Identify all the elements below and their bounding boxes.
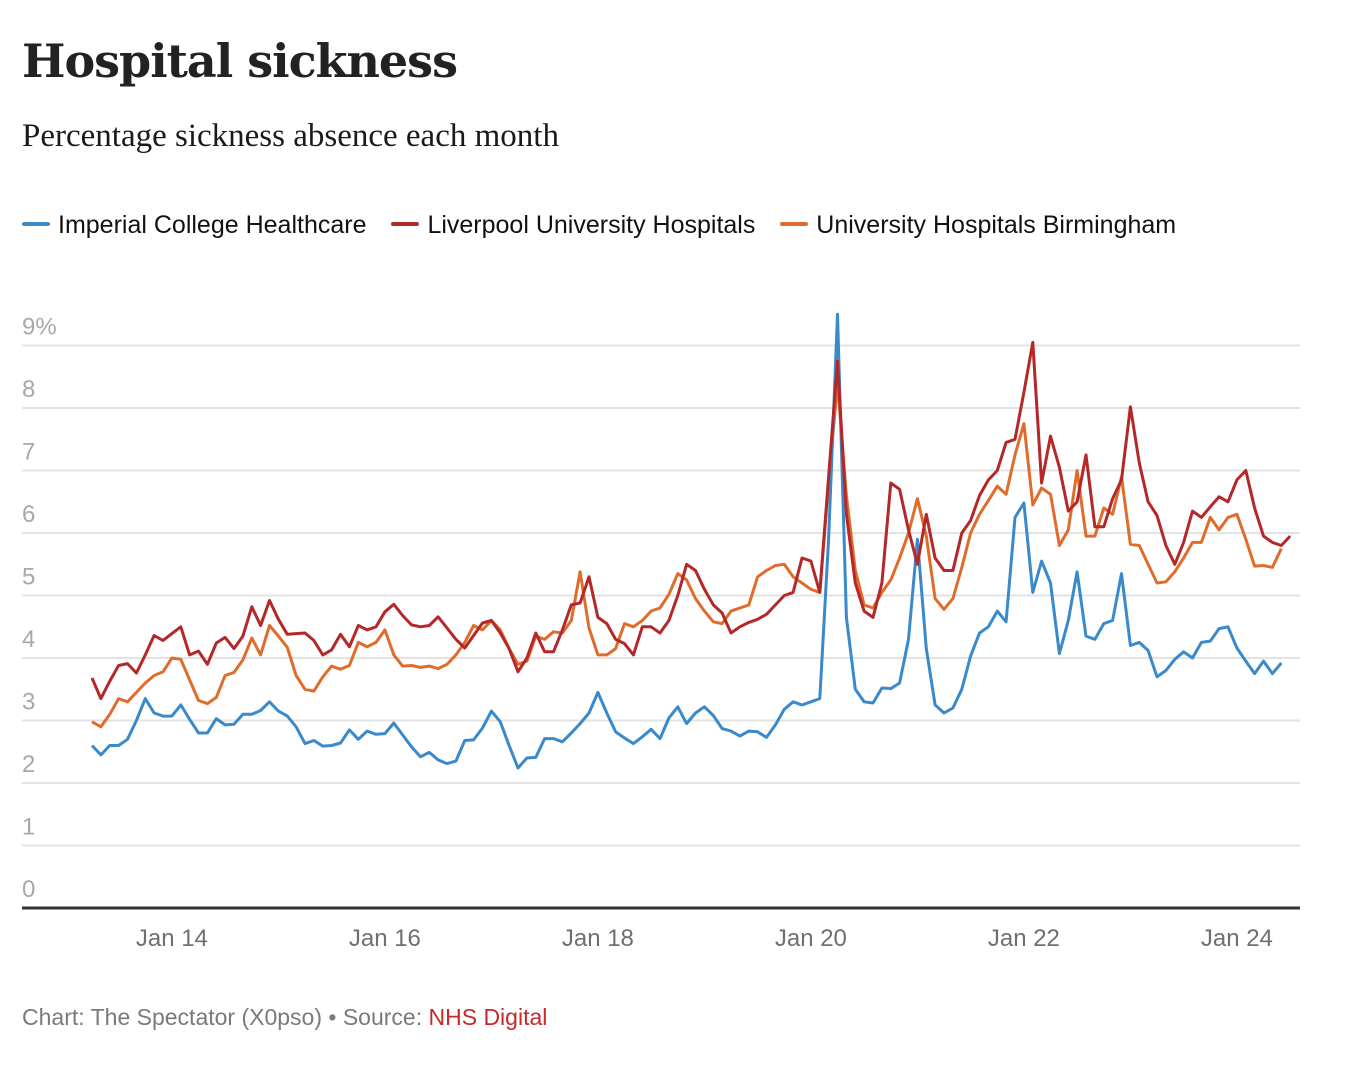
series-line-university-hospitals-birmingham — [91, 381, 1283, 729]
series-line-imperial-college-healthcare — [90, 312, 1283, 770]
legend: Imperial College Healthcare Liverpool Un… — [22, 204, 1222, 247]
y-axis: 0 1 2 3 4 5 6 7 8 9% — [22, 314, 57, 904]
legend-swatch-birmingham — [780, 222, 809, 227]
x-axis: Jan 14 Jan 16 Jan 18 Jan 20 Jan 22 Jan 24 — [136, 925, 1273, 952]
source-link[interactable]: NHS Digital — [428, 1004, 548, 1030]
y-tick-label: 1 — [22, 814, 35, 841]
x-tick-label: Jan 24 — [1201, 925, 1273, 952]
legend-item-imperial: Imperial College Healthcare — [22, 211, 366, 239]
gridlines — [22, 344, 1300, 910]
legend-swatch-liverpool — [391, 222, 420, 227]
y-tick-label: 6 — [22, 501, 35, 528]
chart-subtitle: Percentage sickness absence each month — [22, 118, 559, 154]
x-tick-label: Jan 22 — [988, 925, 1060, 952]
x-tick-label: Jan 18 — [562, 925, 634, 952]
series-lines — [90, 312, 1292, 770]
chart-title: Hospital sickness — [22, 34, 458, 88]
y-tick-label: 7 — [22, 439, 35, 466]
legend-item-liverpool: Liverpool University Hospitals — [391, 211, 755, 239]
chart-credit: Chart: The Spectator (X0pso) • Source: — [22, 1004, 429, 1030]
legend-swatch-imperial — [22, 222, 50, 227]
y-tick-label: 4 — [22, 626, 35, 653]
legend-label-imperial: Imperial College Healthcare — [58, 211, 367, 239]
legend-item-birmingham: University Hospitals Birmingham — [780, 211, 1176, 239]
legend-label-liverpool: Liverpool University Hospitals — [427, 211, 756, 239]
legend-label-birmingham: University Hospitals Birmingham — [816, 211, 1177, 239]
series-line-liverpool-university-hospitals — [90, 340, 1292, 701]
footer: Chart: The Spectator (X0pso) • Source: N… — [22, 1004, 547, 1031]
x-tick-label: Jan 14 — [136, 925, 208, 952]
y-tick-label: 9% — [22, 314, 57, 341]
y-tick-label: 2 — [22, 751, 35, 778]
x-tick-label: Jan 20 — [775, 925, 847, 952]
y-tick-label: 8 — [22, 376, 35, 403]
x-tick-label: Jan 16 — [349, 925, 421, 952]
y-tick-label: 0 — [22, 876, 35, 903]
y-tick-label: 3 — [22, 689, 35, 716]
y-tick-label: 5 — [22, 564, 35, 591]
